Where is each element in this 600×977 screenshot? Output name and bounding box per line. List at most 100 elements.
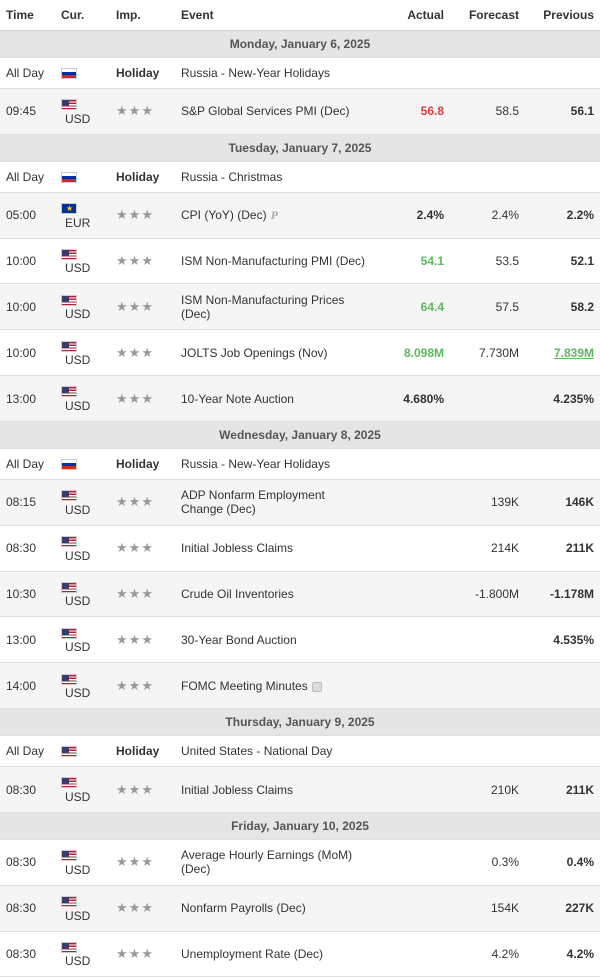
cell-event[interactable]: Russia - New-Year Holidays — [175, 448, 375, 479]
cell-currency: USD — [55, 663, 110, 709]
cell-previous: 4.535% — [525, 617, 600, 663]
event-row[interactable]: All DayHolidayRussia - New-Year Holidays — [0, 58, 600, 89]
cell-time: All Day — [0, 58, 55, 89]
cell-event[interactable]: Initial Jobless Claims — [175, 767, 375, 813]
event-row[interactable]: All DayHolidayRussia - Christmas — [0, 161, 600, 192]
header-time[interactable]: Time — [0, 0, 55, 31]
cell-event[interactable]: ISM Non-Manufacturing Prices (Dec) — [175, 284, 375, 330]
currency-code: USD — [65, 549, 90, 563]
cell-event[interactable]: Unemployment Rate (Dec) — [175, 931, 375, 977]
event-row[interactable]: 05:00EUR★★★CPI (YoY) (Dec)P2.4%2.4%2.2% — [0, 192, 600, 238]
event-name: Average Hourly Earnings (MoM) (Dec) — [181, 848, 352, 876]
flag-us-icon — [61, 341, 77, 352]
day-header-label: Friday, January 10, 2025 — [0, 812, 600, 839]
flag-us-icon — [61, 777, 77, 788]
cell-time: 10:00 — [0, 238, 55, 284]
event-row[interactable]: 08:30USD★★★Initial Jobless Claims214K211… — [0, 525, 600, 571]
cell-forecast: 0.3% — [450, 839, 525, 885]
importance-stars: ★★★ — [116, 947, 154, 961]
cell-event[interactable]: 10-Year Note Auction — [175, 376, 375, 422]
cell-event[interactable]: FOMC Meeting Minutes — [175, 663, 375, 709]
cell-forecast: 7.730M — [450, 330, 525, 376]
cell-previous: 227K — [525, 885, 600, 931]
event-row[interactable]: 10:00USD★★★JOLTS Job Openings (Nov)8.098… — [0, 330, 600, 376]
cell-currency: USD — [55, 525, 110, 571]
importance-stars: ★★★ — [116, 633, 154, 647]
cell-event[interactable]: JOLTS Job Openings (Nov) — [175, 330, 375, 376]
cell-actual — [375, 58, 450, 89]
flag-us-icon — [61, 249, 77, 260]
event-row[interactable]: All DayHolidayUnited States - National D… — [0, 736, 600, 767]
event-row[interactable]: All DayHolidayRussia - New-Year Holidays — [0, 448, 600, 479]
cell-previous: 56.1 — [525, 89, 600, 135]
event-row[interactable]: 13:00USD★★★30-Year Bond Auction4.535% — [0, 617, 600, 663]
cell-importance: ★★★ — [110, 238, 175, 284]
event-row[interactable]: 14:00USD★★★FOMC Meeting Minutes — [0, 663, 600, 709]
cell-forecast — [450, 736, 525, 767]
event-row[interactable]: 08:30USD★★★Average Hourly Earnings (MoM)… — [0, 839, 600, 885]
cell-event[interactable]: Initial Jobless Claims — [175, 525, 375, 571]
header-actual[interactable]: Actual — [375, 0, 450, 31]
event-name: 30-Year Bond Auction — [181, 633, 297, 647]
header-imp[interactable]: Imp. — [110, 0, 175, 31]
event-row[interactable]: 13:00USD★★★10-Year Note Auction4.680%4.2… — [0, 376, 600, 422]
flag-us-icon — [61, 674, 77, 685]
cell-event[interactable]: 30-Year Bond Auction — [175, 617, 375, 663]
header-cur[interactable]: Cur. — [55, 0, 110, 31]
cell-event[interactable]: Average Hourly Earnings (MoM) (Dec) — [175, 839, 375, 885]
flag-us-icon — [61, 746, 77, 757]
cell-event[interactable]: Crude Oil Inventories — [175, 571, 375, 617]
cell-currency: USD — [55, 931, 110, 977]
event-row[interactable]: 10:00USD★★★ISM Non-Manufacturing Prices … — [0, 284, 600, 330]
cell-previous: 4.2% — [525, 931, 600, 977]
cell-event[interactable]: ISM Non-Manufacturing PMI (Dec) — [175, 238, 375, 284]
event-row[interactable]: 08:30USD★★★Nonfarm Payrolls (Dec)154K227… — [0, 885, 600, 931]
event-row[interactable]: 08:15USD★★★ADP Nonfarm Employment Change… — [0, 479, 600, 525]
event-name: Russia - Christmas — [181, 170, 282, 184]
cell-event[interactable]: ADP Nonfarm Employment Change (Dec) — [175, 479, 375, 525]
currency-code: USD — [65, 353, 90, 367]
cell-actual — [375, 931, 450, 977]
cell-previous: 211K — [525, 525, 600, 571]
cell-time: 09:45 — [0, 89, 55, 135]
flag-us-icon — [61, 295, 77, 306]
cell-time: 08:30 — [0, 885, 55, 931]
event-name: Russia - New-Year Holidays — [181, 457, 330, 471]
cell-actual — [375, 448, 450, 479]
cell-previous: -1.178M — [525, 571, 600, 617]
day-header-row: Tuesday, January 7, 2025 — [0, 134, 600, 161]
currency-code: USD — [65, 399, 90, 413]
event-row[interactable]: 08:30USD★★★Initial Jobless Claims210K211… — [0, 767, 600, 813]
cell-event[interactable]: CPI (YoY) (Dec)P — [175, 192, 375, 238]
cell-importance: ★★★ — [110, 571, 175, 617]
cell-event[interactable]: Nonfarm Payrolls (Dec) — [175, 885, 375, 931]
flag-us-icon — [61, 99, 77, 110]
event-row[interactable]: 10:00USD★★★ISM Non-Manufacturing PMI (De… — [0, 238, 600, 284]
economic-calendar-table: Time Cur. Imp. Event Actual Forecast Pre… — [0, 0, 600, 977]
cell-currency: USD — [55, 330, 110, 376]
event-name: 10-Year Note Auction — [181, 392, 294, 406]
note-icon[interactable] — [312, 682, 322, 692]
cell-time: 14:00 — [0, 663, 55, 709]
flag-ru-icon — [61, 68, 77, 79]
importance-stars: ★★★ — [116, 104, 154, 118]
cell-event[interactable]: Russia - Christmas — [175, 161, 375, 192]
flag-us-icon — [61, 850, 77, 861]
cell-event[interactable]: S&P Global Services PMI (Dec) — [175, 89, 375, 135]
importance-stars: ★★★ — [116, 541, 154, 555]
importance-stars: ★★★ — [116, 495, 154, 509]
cell-currency: USD — [55, 885, 110, 931]
cell-event[interactable]: Russia - New-Year Holidays — [175, 58, 375, 89]
header-forecast[interactable]: Forecast — [450, 0, 525, 31]
cell-currency: USD — [55, 571, 110, 617]
cell-event[interactable]: United States - National Day — [175, 736, 375, 767]
cell-actual — [375, 767, 450, 813]
event-name: Crude Oil Inventories — [181, 587, 294, 601]
header-event[interactable]: Event — [175, 0, 375, 31]
day-header-row: Monday, January 6, 2025 — [0, 31, 600, 58]
event-row[interactable]: 10:30USD★★★Crude Oil Inventories-1.800M-… — [0, 571, 600, 617]
header-previous[interactable]: Previous — [525, 0, 600, 31]
flag-us-icon — [61, 386, 77, 397]
event-row[interactable]: 09:45USD★★★S&P Global Services PMI (Dec)… — [0, 89, 600, 135]
event-row[interactable]: 08:30USD★★★Unemployment Rate (Dec)4.2%4.… — [0, 931, 600, 977]
